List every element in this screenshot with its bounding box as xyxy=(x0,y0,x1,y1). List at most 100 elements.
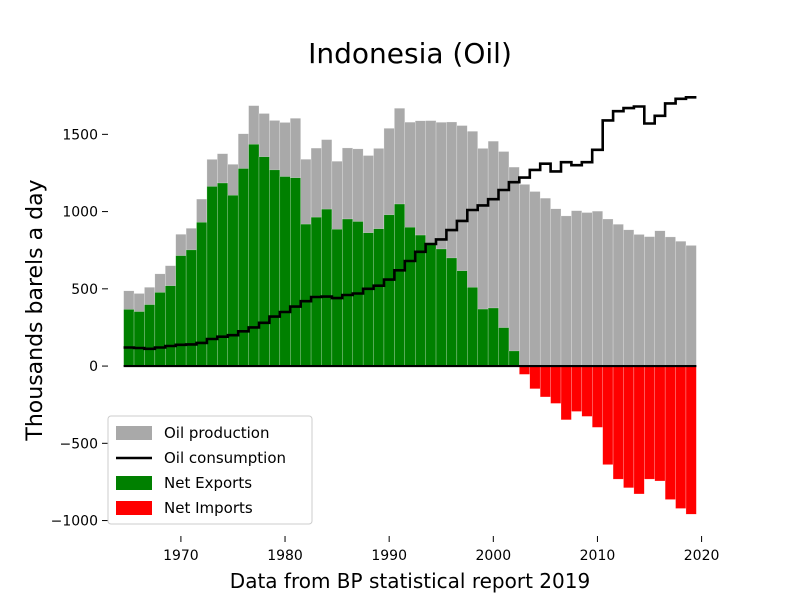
net-exports-bar-2002 xyxy=(508,350,520,367)
net-exports-bar-1974 xyxy=(217,182,228,367)
net-exports-bar-1982 xyxy=(300,223,312,367)
legend-swatch-0 xyxy=(116,426,152,440)
production-bar-2005 xyxy=(539,197,551,367)
legend-label: Oil consumption xyxy=(164,449,286,467)
legend-label: Net Imports xyxy=(164,499,253,517)
consumption-line-group xyxy=(123,96,697,351)
production-bar-2012 xyxy=(612,224,624,367)
production-bar-2019 xyxy=(685,245,697,367)
legend-label: Net Exports xyxy=(164,474,252,492)
legend-box xyxy=(107,415,313,525)
x-axis-ticks: 1970 1980 1990 2000 2010 2020 xyxy=(163,536,719,564)
production-bar-2016 xyxy=(654,230,666,367)
net-exports-bar-1989 xyxy=(373,228,385,367)
y-tick-label: 0 xyxy=(89,359,98,375)
net-exports-bar-1977 xyxy=(248,144,260,367)
net-exports-bar-1981 xyxy=(290,177,301,367)
legend-swatch-2 xyxy=(116,476,152,490)
y-axis-label: Thousands barels a day xyxy=(23,179,48,441)
net-exports-bar-1986 xyxy=(342,218,353,367)
production-bar-2009 xyxy=(581,212,593,367)
net-imports-bar-2010 xyxy=(592,365,603,428)
net-exports-bar-1980 xyxy=(279,176,291,367)
net-imports-bar-2013 xyxy=(623,365,635,489)
net-exports-bar-1968 xyxy=(154,292,166,367)
net-imports-bar-2005 xyxy=(539,365,551,398)
consumption-line xyxy=(123,96,697,351)
axes: −1000 −500 0 500 1000 1500 1970 1980 1990 2000 20… xyxy=(51,127,720,564)
net-exports-bar-1975 xyxy=(227,195,239,367)
net-exports-bar-2000 xyxy=(487,307,499,367)
production-bar-2013 xyxy=(623,229,635,367)
production-bar-2014 xyxy=(633,234,645,367)
net-exports-bar-1971 xyxy=(185,249,197,367)
net-exports-bar-1988 xyxy=(362,232,374,367)
chart-title: Indonesia (Oil) xyxy=(308,37,512,70)
net-exports-bar-1997 xyxy=(456,270,468,367)
y-tick-label: −500 xyxy=(60,436,98,452)
x-axis-label: Data from BP statistical report 2019 xyxy=(230,569,590,593)
production-bar-2007 xyxy=(560,215,572,367)
net-exports-bar-1978 xyxy=(258,156,270,367)
net-exports-bar-1994 xyxy=(425,242,437,367)
net-exports-bar-1998 xyxy=(467,287,478,367)
x-tick-label: 1970 xyxy=(163,548,199,564)
production-bar-2011 xyxy=(602,218,614,367)
net-exports-bar-1991 xyxy=(394,203,405,367)
net-imports-bar-2016 xyxy=(654,365,666,482)
x-tick-label: 2000 xyxy=(475,548,511,564)
net-imports-bar-2018 xyxy=(675,365,687,509)
net-exports-bar-1970 xyxy=(175,255,187,367)
legend-items: Oil production Oil consumption Net Exports… xyxy=(116,424,286,517)
net-exports-bars xyxy=(123,144,520,367)
net-exports-bar-1996 xyxy=(446,257,458,367)
net-exports-bar-1993 xyxy=(415,234,426,367)
y-axis-ticks: −1000 −500 0 500 1000 1500 xyxy=(51,127,108,530)
net-imports-bar-2015 xyxy=(644,365,655,480)
net-exports-bar-2001 xyxy=(498,327,510,367)
net-imports-bar-2009 xyxy=(581,365,593,417)
x-tick-label: 1980 xyxy=(267,548,303,564)
net-imports-bar-2017 xyxy=(664,365,676,500)
legend-label: Oil production xyxy=(164,424,269,442)
production-bar-2018 xyxy=(675,241,687,367)
x-tick-label: 2010 xyxy=(580,548,616,564)
production-bar-2004 xyxy=(529,191,541,367)
y-tick-label: 1000 xyxy=(62,205,98,221)
net-imports-bar-2006 xyxy=(550,365,562,404)
net-imports-bar-2011 xyxy=(602,365,614,465)
net-exports-bar-1990 xyxy=(383,214,395,367)
net-exports-bar-1999 xyxy=(477,308,489,367)
production-bar-2010 xyxy=(592,210,603,367)
net-exports-bar-1995 xyxy=(435,248,447,367)
net-exports-bar-1976 xyxy=(237,168,249,367)
net-imports-bar-2019 xyxy=(685,365,697,515)
net-imports-bar-2004 xyxy=(529,365,541,389)
net-imports-bar-2014 xyxy=(633,365,645,495)
net-exports-bar-1992 xyxy=(404,226,416,367)
legend: Oil production Oil consumption Net Exports… xyxy=(107,415,313,525)
net-exports-bar-1966 xyxy=(133,311,145,367)
net-imports-bar-2003 xyxy=(519,365,530,375)
y-tick-label: 1500 xyxy=(62,127,98,143)
production-bar-2002 xyxy=(508,166,520,367)
production-bar-2017 xyxy=(664,236,676,367)
y-tick-label: −1000 xyxy=(51,514,98,530)
net-imports-bar-2007 xyxy=(560,365,572,421)
y-tick-label: 500 xyxy=(71,282,98,298)
net-exports-bar-1965 xyxy=(123,309,135,367)
net-imports-bar-2008 xyxy=(571,365,583,412)
production-bar-2003 xyxy=(519,184,530,367)
x-tick-label: 2020 xyxy=(684,548,720,564)
net-exports-bar-1979 xyxy=(269,169,281,367)
production-bar-2006 xyxy=(550,208,562,367)
net-imports-bars xyxy=(519,365,697,515)
net-exports-bar-1972 xyxy=(196,222,208,367)
net-imports-bar-2012 xyxy=(612,365,624,480)
production-bar-2015 xyxy=(644,236,655,367)
net-exports-bar-1983 xyxy=(310,216,322,367)
x-tick-label: 1990 xyxy=(371,548,407,564)
net-exports-bar-1969 xyxy=(165,285,176,367)
net-exports-bar-1984 xyxy=(321,208,333,367)
